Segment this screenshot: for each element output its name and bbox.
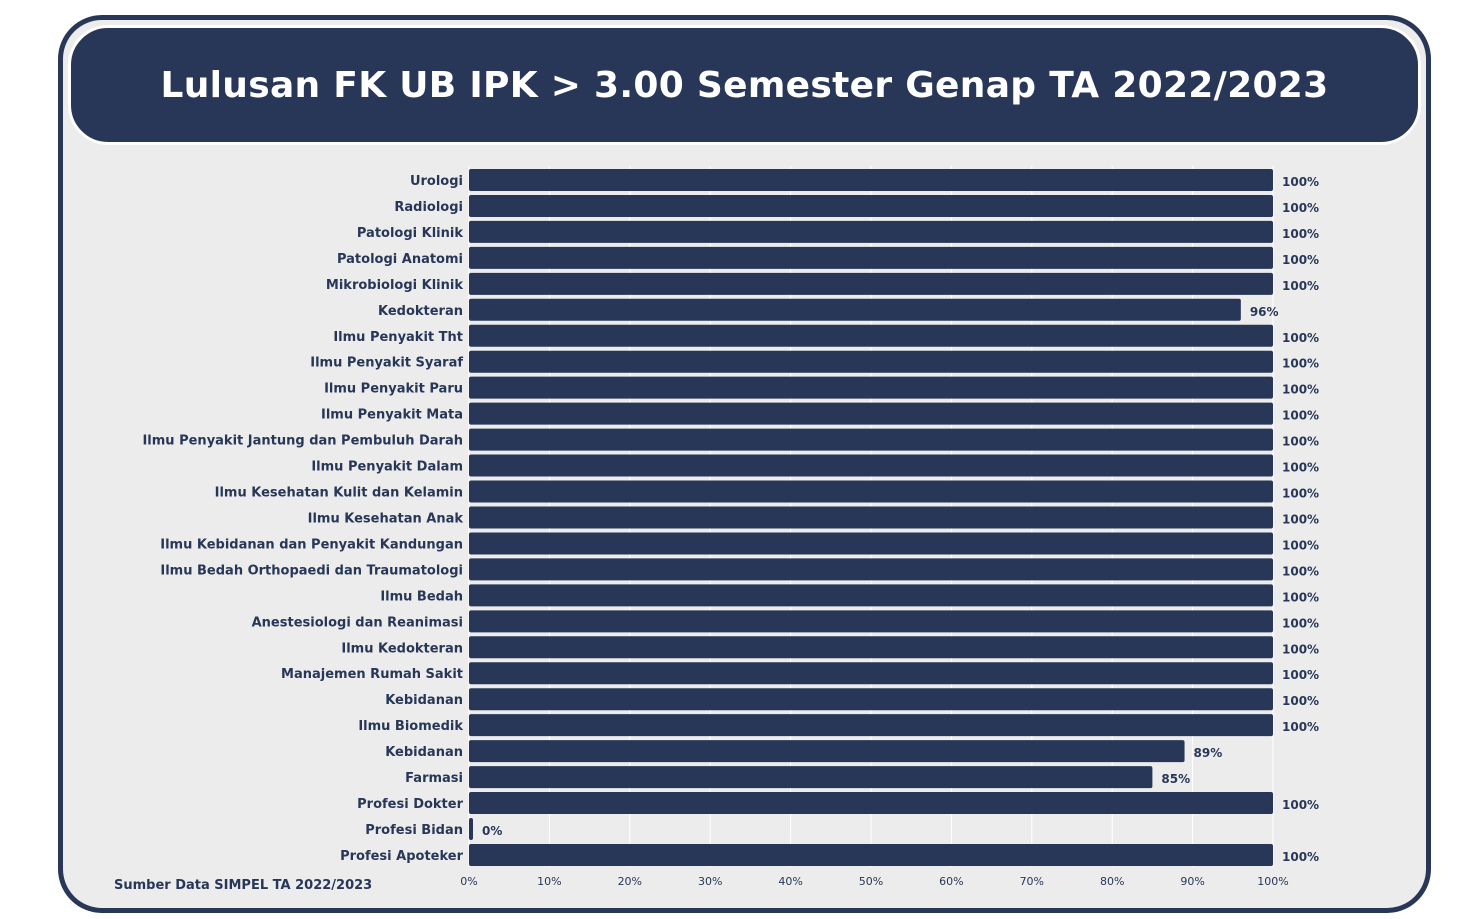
category-label: Ilmu Penyakit Paru [324,382,463,397]
value-label: 100% [1282,564,1319,578]
x-tick-label: 0% [460,875,477,888]
value-label: 100% [1282,175,1319,189]
value-label: 85% [1161,772,1190,786]
value-label: 100% [1282,435,1319,449]
category-label: Mikrobiologi Klinik [326,278,463,293]
value-label: 100% [1282,798,1319,812]
bar [469,169,1273,191]
category-label: Ilmu Penyakit Jantung dan Pembuluh Darah [142,434,463,449]
chart-title: Lulusan FK UB IPK > 3.00 Semester Genap … [160,64,1329,106]
value-label: 100% [1282,201,1319,215]
category-label: Patologi Klinik [357,226,463,241]
value-label: 96% [1250,305,1279,319]
bar [469,818,473,840]
category-label: Urologi [410,174,463,189]
title-banner: Lulusan FK UB IPK > 3.00 Semester Genap … [68,25,1421,145]
category-label: Ilmu Penyakit Tht [333,330,463,345]
bar [469,766,1153,789]
value-label: 100% [1282,538,1319,552]
category-label: Ilmu Bedah Orthopaedi dan Traumatologi [160,563,463,578]
category-label: Ilmu Kebidanan dan Penyakit Kandungan [160,537,463,552]
bar [469,480,1273,503]
category-label: Patologi Anatomi [337,252,463,267]
bar [469,688,1273,711]
category-label: Ilmu Biomedik [358,719,463,734]
bar [469,246,1273,269]
bar [469,662,1273,685]
category-label: Ilmu Kedokteran [341,641,463,656]
bar [469,584,1273,607]
x-tick-label: 90% [1180,875,1204,888]
category-label: Ilmu Penyakit Mata [321,408,463,423]
value-label: 100% [1282,850,1319,864]
value-label: 100% [1282,720,1319,734]
bar [469,843,1273,866]
bar [469,714,1273,737]
bar [469,636,1273,659]
value-label: 100% [1282,694,1319,708]
value-label: 100% [1282,383,1319,397]
bar [469,194,1273,217]
category-label: Manajemen Rumah Sakit [281,667,463,682]
value-label: 100% [1282,331,1319,345]
bar [469,532,1273,555]
x-tick-label: 40% [778,875,802,888]
source-note: Sumber Data SIMPEL TA 2022/2023 [114,878,372,893]
bars [469,169,1273,866]
category-label: Kebidanan [385,693,463,708]
value-label: 100% [1282,279,1319,293]
value-label: 100% [1282,461,1319,475]
x-tick-label: 50% [859,875,883,888]
x-tick-label: 80% [1100,875,1124,888]
labels: 0% 10% 20% 30% 40% 50% 60% 70% 80% 90% 100% Urologi… [142,174,1319,888]
category-label: Profesi Dokter [357,797,463,812]
category-label: Profesi Bidan [365,823,463,838]
bar [469,324,1273,347]
value-label: 100% [1282,590,1319,604]
value-label: 100% [1282,253,1319,267]
bar [469,298,1241,321]
x-tick-label: 70% [1020,875,1044,888]
x-tick-label: 20% [618,875,642,888]
bar [469,454,1273,477]
bar [469,428,1273,451]
value-label: 0% [482,824,502,838]
value-label: 100% [1282,512,1319,526]
category-label: Anestesiologi dan Reanimasi [252,615,463,630]
x-tick-label: 100% [1257,875,1288,888]
category-label: Radiologi [394,200,463,215]
category-label: Farmasi [405,771,463,786]
value-label: 100% [1282,409,1319,423]
bar [469,376,1273,399]
value-label: 100% [1282,487,1319,501]
x-tick-label: 60% [939,875,963,888]
category-label: Ilmu Bedah [380,589,463,604]
value-label: 89% [1194,746,1223,760]
x-tick-label: 10% [537,875,561,888]
value-label: 100% [1282,668,1319,682]
value-label: 100% [1282,227,1319,241]
bar [469,558,1273,581]
value-label: 100% [1282,616,1319,630]
category-label: Ilmu Penyakit Syaraf [310,356,463,371]
bar [469,740,1185,763]
bar [469,506,1273,529]
category-label: Kedokteran [378,304,463,319]
value-label: 100% [1282,642,1319,656]
bar [469,402,1273,425]
category-label: Ilmu Kesehatan Kulit dan Kelamin [215,486,463,501]
category-label: Profesi Apoteker [340,849,464,864]
bar [469,272,1273,295]
category-label: Kebidanan [385,745,463,760]
value-label: 100% [1282,357,1319,371]
bar [469,792,1273,815]
category-label: Ilmu Penyakit Dalam [311,460,463,475]
x-tick-label: 30% [698,875,722,888]
category-label: Ilmu Kesehatan Anak [308,511,464,526]
bar [469,350,1273,373]
bar [469,220,1273,243]
bar [469,610,1273,633]
